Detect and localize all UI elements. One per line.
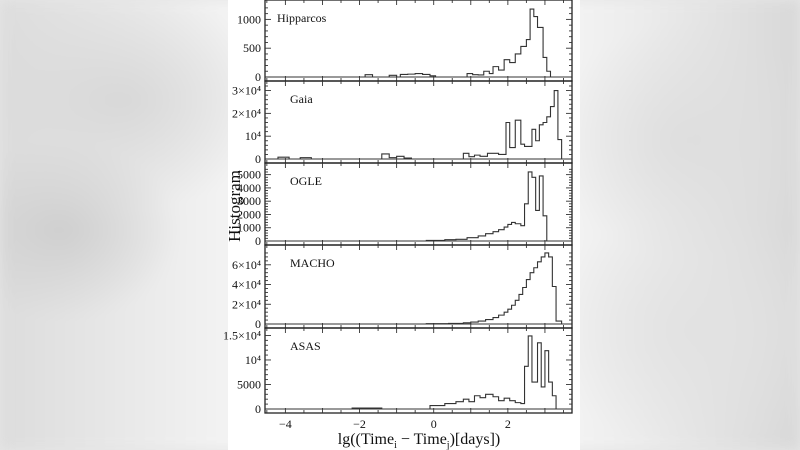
panel-name-label: ASAS — [290, 339, 321, 353]
y-tick-label: 2000 — [237, 207, 261, 221]
y-tick-label: 10⁴ — [245, 129, 261, 143]
svg-text:lg((Timei − Timej)[days]): lg((Timei − Timej)[days]) — [338, 431, 500, 450]
panel-asas: 0 5000 10⁴ 1.5×10⁴ ASAS — [223, 327, 573, 416]
y-tick-label: 3000 — [237, 194, 261, 208]
y-tick-label: 0 — [255, 152, 261, 166]
y-tick-label: 2×10⁴ — [232, 106, 261, 120]
x-tick-label: −4 — [279, 417, 292, 431]
x-axis-label: lg((Timei − Timej)[days]) — [338, 431, 500, 450]
x-tick-label: 2 — [505, 417, 511, 431]
y-tick-label: 0 — [255, 234, 261, 248]
panel-name-label: Hipparcos — [277, 11, 327, 25]
x-tick-label: −2 — [353, 417, 366, 431]
y-tick-label: 0 — [255, 317, 261, 331]
histogram-steps — [277, 90, 563, 159]
y-tick-label: 4000 — [237, 181, 261, 195]
y-tick-label: 3×10⁴ — [232, 84, 261, 98]
x-tick-label: 0 — [431, 417, 437, 431]
y-tick-label: 1000 — [237, 221, 261, 235]
y-tick-label: 10⁴ — [245, 353, 261, 367]
y-tick-label: 500 — [243, 41, 261, 55]
panel-gaia: 0 10⁴ 2×10⁴ 3×10⁴ Gaia — [232, 80, 573, 166]
y-tick-label: 0 — [255, 70, 261, 84]
y-tick-label: 6×10⁴ — [232, 258, 261, 272]
panel-name-label: Gaia — [290, 92, 313, 106]
panel-hipparcos: 0 500 1000 Hipparcos — [237, 0, 573, 84]
y-tick-label: 2×10⁴ — [232, 297, 261, 311]
y-tick-label: 5000 — [237, 377, 261, 391]
histogram-steps — [425, 252, 563, 325]
y-tick-label: 1.5×10⁴ — [223, 328, 261, 342]
histogram-steps — [364, 8, 552, 77]
histogram-steps — [351, 335, 557, 409]
y-tick-label: 4×10⁴ — [232, 278, 261, 292]
y-tick-label: 1000 — [237, 12, 261, 26]
y-tick-label: 0 — [255, 402, 261, 416]
panel-macho: 0 2×10⁴ 4×10⁴ 6×10⁴ MACHO — [232, 244, 573, 331]
panel-name-label: OGLE — [290, 174, 322, 188]
histogram-steps — [425, 171, 548, 242]
y-tick-label: 5000 — [237, 168, 261, 182]
panel-name-label: MACHO — [290, 256, 335, 270]
y-axis-label: Histogram — [225, 170, 244, 242]
